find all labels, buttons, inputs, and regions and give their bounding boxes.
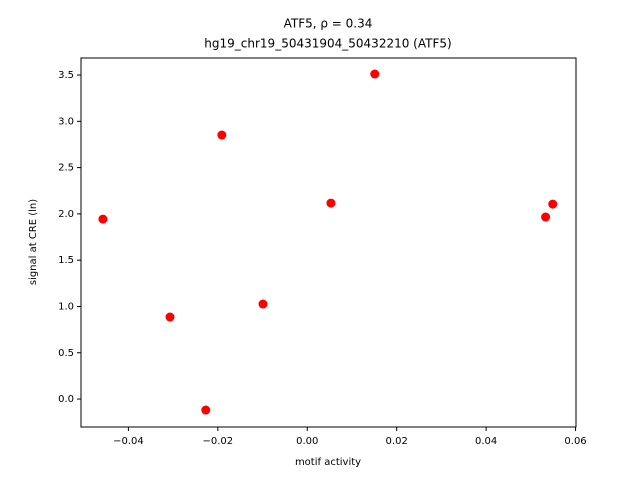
x-tick-label: 0.00 (296, 436, 318, 447)
y-tick-label: 0.5 (58, 348, 74, 359)
chart-title: ATF5, ρ = 0.34 (284, 17, 373, 31)
scatter-point (201, 405, 211, 415)
x-tick-label: 0.02 (386, 436, 408, 447)
y-tick-label: 1.5 (58, 255, 74, 266)
scatter-point (370, 69, 380, 79)
x-tick-label: 0.06 (564, 436, 586, 447)
y-tick-label: 0.0 (58, 394, 74, 405)
y-tick-label: 2.0 (58, 209, 74, 220)
scatter-point (258, 299, 268, 309)
x-axis-label: motif activity (295, 457, 361, 468)
chart-subtitle: hg19_chr19_50431904_50432210 (ATF5) (204, 37, 451, 51)
scatter-point (165, 312, 175, 322)
scatter-point (548, 199, 558, 209)
y-tick-label: 2.5 (58, 163, 74, 174)
y-tick-label: 3.5 (58, 70, 74, 81)
y-tick-label: 1.0 (58, 301, 74, 312)
plot-frame (80, 57, 577, 428)
y-tick-label: 3.0 (58, 116, 74, 127)
x-tick-label: −0.04 (113, 436, 144, 447)
scatter-point (541, 212, 551, 222)
x-tick-label: −0.02 (203, 436, 234, 447)
scatter-point (217, 130, 227, 140)
scatter-point (326, 198, 336, 208)
scatter-point (98, 214, 108, 224)
y-axis-label: signal at CRE (ln) (28, 199, 39, 285)
x-tick-label: 0.04 (475, 436, 497, 447)
